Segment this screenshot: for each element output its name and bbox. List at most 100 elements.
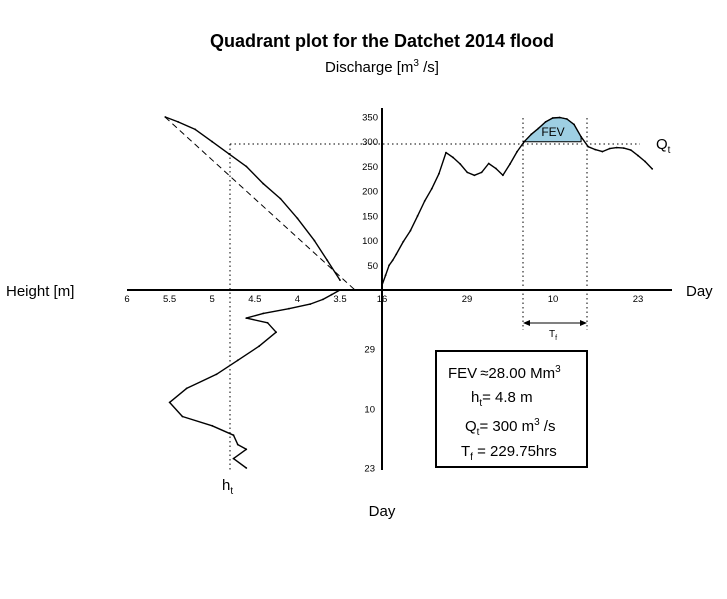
summary-box (435, 350, 588, 468)
hydrograph-point-8 (423, 200, 426, 202)
hydrograph-point-23 (530, 133, 533, 136)
tf-arrow-left-head (523, 320, 530, 326)
day-tick-label-bottom: 23 (364, 464, 375, 475)
hydrograph-point-7 (416, 215, 419, 217)
hydrograph-point-35 (615, 146, 618, 149)
stage-series-line (168, 289, 341, 469)
fev-area-label: FEV (541, 125, 564, 139)
hydrograph-series-line (381, 116, 653, 286)
rating-point-8 (211, 140, 214, 143)
discharge-tick-label: 50 (367, 261, 378, 272)
stage-point-15 (211, 424, 214, 427)
height-tick-label: 6 (124, 294, 129, 305)
day-tick-label-bottom: 29 (364, 345, 375, 356)
rating-point-0 (339, 279, 341, 281)
hydrograph-point-39 (644, 160, 646, 163)
hydrograph-point-25 (544, 121, 547, 123)
day-tick-label-right: 10 (548, 294, 559, 305)
stage-point-14 (181, 415, 184, 418)
hydrograph-point-32 (594, 148, 597, 151)
stage-point-2 (322, 298, 324, 301)
height-tick-label: 5 (210, 294, 215, 305)
height-tick-label: 4.5 (248, 294, 261, 305)
day-ticks-bottom: 29 10 23 (364, 345, 375, 475)
hydrograph-point-18 (494, 167, 497, 170)
discharge-ticks: 50 100 150 200 250 300 350 (362, 113, 378, 272)
discharge-tick-label: 300 (362, 137, 378, 148)
hydrograph-point-15 (473, 174, 476, 177)
rating-point-6 (245, 165, 248, 168)
height-axis-label: Height [m] (6, 283, 74, 300)
hydrograph-point-36 (622, 147, 625, 150)
stage-point-8 (275, 331, 277, 334)
hydrograph-point-24 (537, 127, 540, 130)
hydrograph-point-40 (651, 168, 654, 170)
rating-point-2 (313, 239, 316, 242)
tf-label: Tf (549, 329, 557, 342)
day-tick-label-right: 16 (377, 294, 388, 305)
height-tick-label: 4 (295, 294, 300, 305)
height-ticks: 6 5.5 5 4.5 4 3.5 (124, 294, 346, 305)
hydrograph-point-31 (587, 145, 590, 148)
stage-point-16 (232, 434, 235, 437)
hydrograph-point-22 (523, 140, 526, 143)
discharge-tick-label: 100 (362, 236, 378, 247)
summary-qt: Qt= 300 m3 /s (465, 417, 555, 438)
hydrograph-point-6 (409, 229, 412, 232)
hydrograph-point-26 (551, 117, 554, 119)
discharge-tick-label: 200 (362, 187, 378, 198)
stage-point-10 (236, 359, 239, 362)
stage-point-17 (236, 443, 239, 446)
rating-point-3 (296, 217, 299, 220)
hydrograph-point-28 (566, 118, 568, 120)
rating-point-1 (326, 259, 329, 262)
hydrograph-point-19 (502, 174, 504, 177)
hydrograph-point-9 (430, 187, 433, 190)
hydrograph-point-38 (637, 154, 639, 157)
stage-point-11 (215, 373, 218, 376)
rating-point-11 (164, 116, 167, 118)
stage-point-6 (245, 317, 248, 319)
chart-subtitle: Discharge [m3 /s] (325, 58, 439, 76)
day-ticks-right: 16 29 10 23 (377, 294, 644, 305)
hydrograph-point-16 (480, 171, 483, 174)
rating-point-7 (228, 153, 231, 156)
summary-fev: FEV ≈28.00 Mm3 (448, 364, 561, 382)
day-tick-label-right: 23 (633, 294, 644, 305)
hydrograph-point-3 (391, 259, 394, 262)
hydrograph-point-21 (516, 150, 518, 153)
day-axis-label-bottom: Day (369, 503, 396, 520)
rating-reference-line (164, 116, 356, 291)
stage-point-1 (330, 293, 333, 296)
day-tick-label-bottom: 10 (364, 405, 375, 416)
qt-label: Qt (656, 136, 671, 156)
stage-point-4 (288, 307, 290, 310)
height-tick-label: 3.5 (333, 294, 346, 305)
rating-point-4 (279, 197, 282, 200)
ht-label: ht (222, 477, 233, 497)
hydrograph-point-14 (466, 171, 469, 174)
hydrograph-point-37 (630, 149, 632, 152)
hydrograph-point-11 (445, 151, 447, 154)
stage-point-5 (262, 312, 265, 315)
hydrograph-point-10 (438, 172, 440, 175)
hydrograph-point-12 (452, 156, 454, 159)
height-tick-label: 5.5 (163, 294, 176, 305)
rating-point-10 (177, 121, 180, 123)
stage-point-9 (258, 345, 260, 348)
hydrograph-point-30 (580, 135, 582, 138)
stage-point-18 (245, 448, 248, 451)
hydrograph-point-20 (509, 163, 511, 165)
hydrograph-point-13 (459, 163, 462, 165)
chart-title: Quadrant plot for the Datchet 2014 flood (210, 31, 554, 51)
rating-point-9 (194, 128, 197, 131)
discharge-tick-label: 150 (362, 211, 378, 222)
stage-point-12 (185, 387, 188, 390)
hydrograph-point-17 (487, 162, 490, 165)
hydrograph-point-4 (395, 253, 398, 256)
hydrograph-point-29 (573, 123, 575, 126)
stage-point-13 (168, 401, 171, 404)
hydrograph-point-0 (381, 284, 383, 286)
hydrograph-point-5 (402, 240, 405, 243)
